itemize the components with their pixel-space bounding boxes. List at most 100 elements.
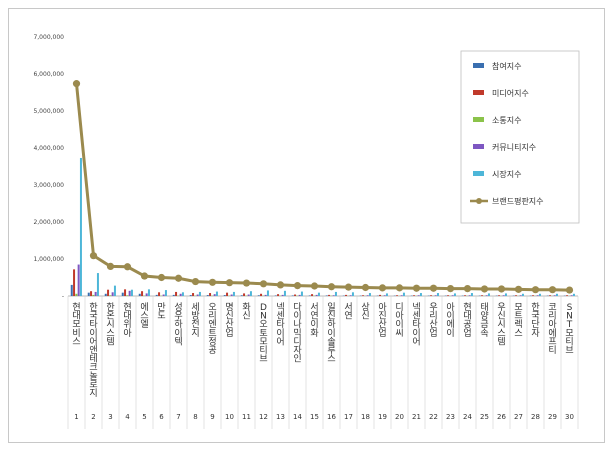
y-tick-label: - bbox=[62, 293, 64, 300]
bar bbox=[332, 295, 335, 296]
bar bbox=[79, 157, 82, 296]
brand-index-point bbox=[327, 283, 336, 291]
bar bbox=[126, 295, 129, 296]
legend-label: 소통지수 bbox=[492, 116, 521, 125]
bar bbox=[311, 294, 314, 296]
bar bbox=[192, 293, 195, 296]
bar bbox=[164, 290, 167, 296]
bar bbox=[413, 295, 416, 296]
bar bbox=[232, 291, 235, 296]
brand-index-point bbox=[480, 285, 489, 293]
category-index: 11 bbox=[242, 413, 251, 421]
category-index: 28 bbox=[531, 413, 540, 421]
bar bbox=[175, 291, 178, 296]
category-index: 19 bbox=[378, 413, 387, 421]
y-tick-label: 2,000,000 bbox=[33, 219, 64, 226]
bar bbox=[417, 295, 420, 296]
brand-index-point bbox=[191, 277, 200, 286]
bar bbox=[436, 293, 439, 296]
brand-index-point bbox=[361, 283, 370, 292]
bar bbox=[453, 293, 456, 296]
bar bbox=[504, 293, 507, 296]
bar bbox=[274, 295, 277, 296]
bar bbox=[145, 293, 148, 296]
category-index: 4 bbox=[125, 413, 130, 421]
bar bbox=[92, 294, 95, 296]
legend-swatch bbox=[473, 171, 484, 176]
brand-index-point bbox=[446, 285, 455, 293]
bar bbox=[138, 293, 141, 296]
legend-label: 커뮤니티지수 bbox=[492, 142, 536, 152]
bar bbox=[213, 294, 216, 296]
bar bbox=[96, 273, 99, 296]
bar bbox=[328, 294, 331, 296]
bar bbox=[179, 293, 182, 296]
bar bbox=[487, 293, 490, 296]
legend-swatch bbox=[473, 144, 484, 149]
bar bbox=[162, 294, 165, 296]
brand-index-point bbox=[344, 283, 353, 291]
category-index: 8 bbox=[193, 413, 197, 421]
brand-index-point bbox=[395, 284, 404, 292]
bar bbox=[419, 293, 422, 296]
bar bbox=[209, 293, 212, 296]
bar bbox=[502, 295, 505, 296]
category-index: 12 bbox=[259, 413, 268, 421]
category-index: 23 bbox=[446, 413, 455, 421]
brand-index-point bbox=[106, 262, 115, 270]
bar bbox=[260, 293, 263, 296]
bar bbox=[317, 292, 320, 296]
bar bbox=[223, 295, 226, 296]
bar bbox=[75, 293, 78, 296]
bar bbox=[434, 295, 437, 296]
bar bbox=[536, 295, 539, 296]
bar bbox=[451, 295, 454, 296]
bar bbox=[111, 292, 114, 296]
bar bbox=[257, 295, 260, 296]
bar bbox=[198, 291, 201, 296]
brand-index-point bbox=[208, 278, 217, 286]
legend-box bbox=[460, 50, 580, 224]
brand-index-point bbox=[72, 80, 81, 88]
bar bbox=[281, 294, 284, 296]
category-index: 10 bbox=[225, 413, 234, 421]
brand-index-point bbox=[412, 284, 421, 292]
bar bbox=[566, 295, 569, 296]
bar bbox=[291, 295, 294, 296]
bar bbox=[113, 285, 116, 296]
category-index: 30 bbox=[565, 413, 574, 421]
category-index: 17 bbox=[344, 413, 353, 421]
bar bbox=[206, 295, 209, 296]
category-index: 20 bbox=[395, 413, 404, 421]
bar bbox=[70, 284, 73, 296]
category-index: 9 bbox=[210, 413, 214, 421]
bar bbox=[481, 295, 484, 296]
y-tick-label: 3,000,000 bbox=[33, 182, 64, 189]
brand-index-point bbox=[174, 274, 183, 282]
bar bbox=[230, 294, 233, 296]
brand-index-point bbox=[531, 286, 540, 294]
legend-label: 참여지수 bbox=[492, 61, 521, 71]
bar bbox=[379, 294, 382, 296]
bar bbox=[549, 295, 552, 296]
chart-frame: - 1,000,000 2,000,000 3,000,000 4,000,000 5,0… bbox=[8, 8, 605, 443]
category-index: 3 bbox=[108, 413, 112, 421]
category-index: 2 bbox=[91, 413, 95, 421]
y-tick-label: 4,000,000 bbox=[33, 145, 64, 152]
y-tick-label: 6,000,000 bbox=[33, 71, 64, 78]
bar bbox=[515, 295, 518, 296]
brand-index-point bbox=[463, 285, 472, 293]
category-index: 18 bbox=[361, 413, 370, 421]
bar bbox=[264, 294, 267, 296]
bar bbox=[532, 295, 535, 296]
